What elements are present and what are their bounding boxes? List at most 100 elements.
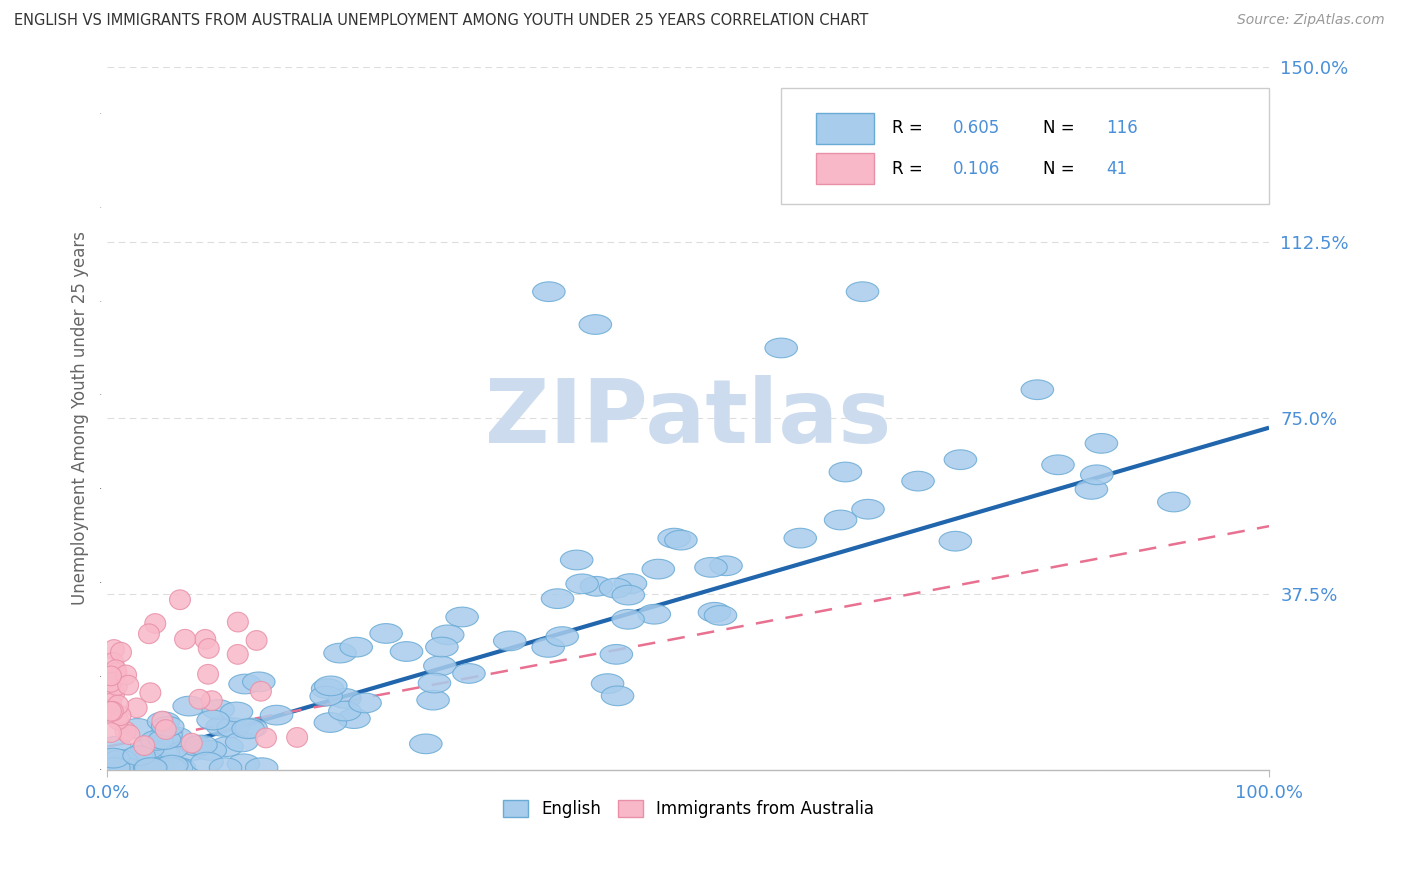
Ellipse shape [127, 698, 148, 718]
Ellipse shape [830, 462, 862, 482]
Ellipse shape [1081, 465, 1114, 484]
Ellipse shape [156, 739, 188, 759]
Text: 41: 41 [1107, 160, 1128, 178]
Ellipse shape [246, 758, 278, 778]
Ellipse shape [115, 758, 148, 778]
Ellipse shape [132, 739, 165, 759]
Ellipse shape [104, 683, 125, 703]
Ellipse shape [155, 720, 176, 739]
Ellipse shape [181, 733, 202, 753]
Ellipse shape [329, 689, 361, 708]
Ellipse shape [945, 450, 977, 469]
Ellipse shape [115, 665, 136, 685]
Ellipse shape [115, 722, 136, 741]
Y-axis label: Unemployment Among Youth under 25 years: Unemployment Among Youth under 25 years [72, 231, 89, 606]
Ellipse shape [315, 676, 347, 696]
Ellipse shape [643, 559, 675, 579]
Ellipse shape [160, 727, 193, 747]
Ellipse shape [426, 637, 458, 657]
Ellipse shape [98, 758, 131, 778]
Ellipse shape [184, 735, 218, 755]
Bar [815, 153, 875, 184]
Ellipse shape [423, 656, 456, 675]
Ellipse shape [105, 663, 127, 682]
Ellipse shape [111, 642, 132, 662]
Ellipse shape [229, 674, 262, 694]
Ellipse shape [228, 612, 249, 632]
Ellipse shape [418, 673, 451, 693]
Ellipse shape [579, 315, 612, 334]
Ellipse shape [191, 752, 224, 772]
Ellipse shape [309, 686, 343, 706]
Ellipse shape [143, 758, 176, 778]
Ellipse shape [104, 749, 136, 770]
Ellipse shape [665, 530, 697, 550]
Ellipse shape [1076, 480, 1108, 500]
Ellipse shape [127, 758, 159, 778]
Text: R =: R = [891, 120, 928, 137]
Ellipse shape [103, 701, 124, 721]
Text: 116: 116 [1107, 120, 1139, 137]
Ellipse shape [561, 550, 593, 570]
Ellipse shape [148, 730, 181, 749]
Ellipse shape [141, 758, 173, 778]
Ellipse shape [98, 737, 131, 756]
Ellipse shape [349, 693, 381, 713]
Ellipse shape [209, 758, 242, 778]
Ellipse shape [110, 758, 142, 778]
Ellipse shape [100, 701, 121, 721]
Ellipse shape [217, 718, 249, 738]
Ellipse shape [1157, 492, 1189, 512]
Ellipse shape [546, 627, 578, 647]
Ellipse shape [122, 746, 155, 765]
Ellipse shape [256, 728, 277, 747]
Ellipse shape [599, 578, 631, 598]
Ellipse shape [391, 641, 423, 661]
Ellipse shape [370, 624, 402, 643]
Ellipse shape [337, 709, 370, 729]
Ellipse shape [134, 758, 166, 778]
Ellipse shape [533, 282, 565, 301]
Ellipse shape [198, 665, 218, 684]
Ellipse shape [614, 574, 647, 593]
Ellipse shape [541, 589, 574, 608]
Ellipse shape [695, 558, 727, 577]
Ellipse shape [565, 574, 599, 594]
Ellipse shape [287, 728, 308, 747]
Text: ENGLISH VS IMMIGRANTS FROM AUSTRALIA UNEMPLOYMENT AMONG YOUTH UNDER 25 YEARS COR: ENGLISH VS IMMIGRANTS FROM AUSTRALIA UNE… [14, 13, 869, 29]
Ellipse shape [120, 725, 139, 745]
Ellipse shape [1085, 434, 1118, 453]
Ellipse shape [612, 585, 644, 605]
Ellipse shape [100, 758, 132, 778]
Ellipse shape [150, 725, 183, 745]
Ellipse shape [311, 679, 344, 698]
Ellipse shape [160, 758, 193, 778]
Ellipse shape [201, 690, 222, 711]
Ellipse shape [260, 706, 292, 725]
Ellipse shape [314, 713, 347, 732]
Ellipse shape [105, 660, 127, 680]
Ellipse shape [194, 740, 226, 760]
Ellipse shape [118, 675, 139, 695]
Ellipse shape [156, 756, 188, 775]
Text: Source: ZipAtlas.com: Source: ZipAtlas.com [1237, 13, 1385, 28]
Ellipse shape [242, 672, 276, 691]
Ellipse shape [824, 510, 856, 530]
Ellipse shape [107, 710, 128, 730]
Ellipse shape [174, 630, 195, 649]
Ellipse shape [145, 753, 177, 772]
Ellipse shape [141, 731, 173, 750]
Ellipse shape [785, 528, 817, 548]
Legend: English, Immigrants from Australia: English, Immigrants from Australia [496, 794, 880, 825]
Ellipse shape [100, 673, 121, 692]
Ellipse shape [765, 338, 797, 358]
Ellipse shape [142, 758, 174, 778]
Ellipse shape [228, 645, 249, 665]
Ellipse shape [97, 758, 131, 778]
Ellipse shape [114, 758, 146, 778]
Ellipse shape [195, 630, 215, 649]
Ellipse shape [211, 737, 243, 756]
Ellipse shape [100, 723, 121, 742]
Ellipse shape [100, 693, 121, 713]
Text: N =: N = [1043, 120, 1080, 137]
